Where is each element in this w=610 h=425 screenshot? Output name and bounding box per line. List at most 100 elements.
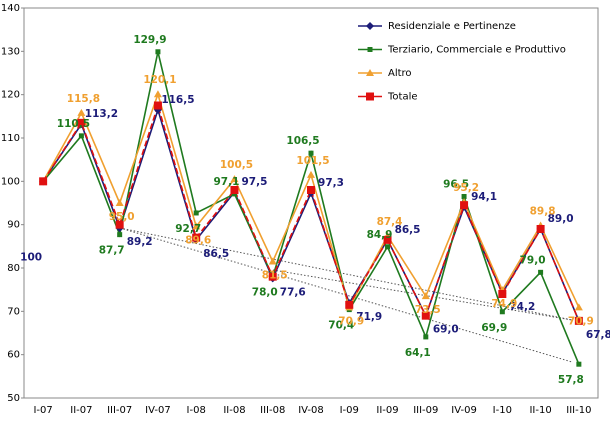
y-tick-label: 130	[1, 46, 20, 57]
y-tick-label: 50	[7, 393, 20, 404]
y-tick-label: 70	[7, 306, 20, 317]
point	[117, 232, 123, 238]
value-label: 95,2	[453, 182, 479, 194]
point	[115, 199, 124, 206]
point	[421, 292, 430, 300]
point	[383, 235, 392, 244]
point	[536, 225, 545, 233]
point	[307, 170, 315, 178]
value-label: 110,5	[57, 118, 90, 130]
value-label: 97,5	[242, 176, 268, 188]
value-label: 74,9	[491, 298, 517, 310]
value-label: 89,6	[185, 234, 211, 246]
value-label: 69,0	[433, 324, 459, 336]
value-label: 115,8	[67, 93, 100, 105]
legend-label: Terziario, Commerciale e Produttivo	[387, 45, 566, 56]
value-label: 95,0	[109, 211, 135, 223]
point	[230, 186, 239, 194]
value-label: 89,8	[530, 206, 556, 218]
value-label: 81,5	[262, 270, 288, 282]
x-tick-label: I-08	[187, 405, 206, 416]
value-label: 64,1	[405, 347, 431, 359]
point	[230, 175, 239, 183]
series-line	[42, 102, 580, 322]
point	[193, 210, 199, 216]
point	[423, 334, 429, 340]
value-label: 92,7	[175, 223, 201, 235]
x-tick-label: II-09	[376, 405, 398, 416]
value-label: 86,5	[203, 248, 229, 260]
point	[460, 201, 469, 210]
point	[268, 272, 277, 281]
y-tick-label: 120	[1, 90, 20, 101]
value-label: 70,4	[328, 320, 354, 332]
x-tick-label: I-09	[340, 405, 359, 416]
point	[77, 118, 86, 127]
point	[155, 49, 161, 55]
value-label: 120,1	[143, 74, 176, 86]
value-label: 57,8	[558, 374, 584, 386]
point	[39, 177, 48, 186]
x-tick-label: III-09	[413, 405, 438, 416]
point	[574, 316, 583, 325]
x-tick-label: IV-09	[451, 405, 477, 416]
legend-marker	[366, 69, 374, 76]
x-tick-label: I-10	[493, 405, 512, 416]
point	[385, 244, 391, 250]
x-tick-label: I-07	[33, 405, 52, 416]
value-label: 70,9	[568, 315, 594, 327]
y-tick-label: 140	[1, 3, 20, 14]
value-label: 116,5	[161, 94, 194, 106]
legend-label: Residenziale e Pertinenze	[388, 21, 516, 32]
value-label: 97,1	[214, 176, 240, 188]
value-label: 86,5	[395, 224, 421, 236]
point	[576, 361, 582, 367]
value-label: 78,0	[252, 287, 278, 299]
point	[153, 101, 162, 110]
legend-label: Totale	[387, 92, 418, 103]
trend-arrow	[272, 269, 573, 321]
y-tick-label: 110	[1, 133, 20, 144]
value-label: 71,9	[356, 311, 382, 323]
y-tick-label: 80	[7, 263, 20, 274]
point	[499, 309, 505, 315]
point	[574, 303, 583, 311]
series-line	[42, 91, 580, 310]
value-label: 100	[20, 251, 42, 263]
value-label: 97,3	[318, 177, 344, 189]
x-tick-label: IV-07	[145, 405, 171, 416]
point	[421, 311, 430, 320]
point	[192, 233, 201, 242]
point	[498, 290, 507, 298]
value-label: 129,9	[133, 34, 166, 46]
value-label: 69,9	[481, 322, 507, 334]
legend-label: Altro	[388, 68, 412, 79]
y-tick-label: 60	[7, 350, 20, 361]
point	[461, 194, 467, 199]
legend-marker	[366, 22, 374, 30]
value-label: 87,4	[377, 216, 403, 228]
value-label: 94,1	[471, 191, 497, 203]
value-label: 89,2	[127, 236, 153, 248]
value-label: 84,9	[367, 229, 393, 241]
legend-marker	[366, 92, 374, 101]
point	[77, 108, 86, 116]
series-line	[42, 51, 580, 365]
point	[268, 257, 277, 265]
plot-frame	[23, 7, 599, 399]
point	[78, 133, 84, 139]
y-tick-label: 90	[7, 220, 20, 231]
point	[308, 150, 314, 156]
value-label: 113,2	[85, 108, 118, 120]
value-label: 96,5	[443, 179, 469, 191]
x-tick-label: III-07	[107, 405, 132, 416]
value-label: 70,9	[338, 315, 364, 327]
y-tick-label: 100	[1, 176, 20, 187]
point	[307, 186, 315, 194]
value-label: 77,6	[280, 286, 306, 298]
value-label: 74,2	[509, 301, 535, 313]
value-label: 79,0	[520, 254, 546, 266]
x-tick-label: III-08	[260, 405, 285, 416]
value-label: 73,5	[415, 304, 441, 316]
